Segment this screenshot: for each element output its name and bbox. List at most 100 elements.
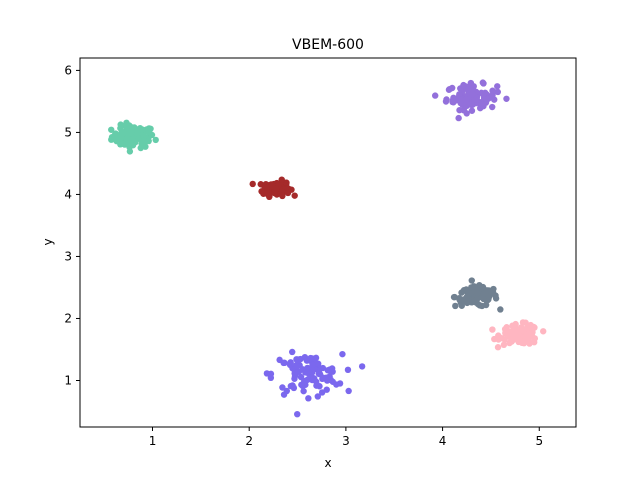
cluster-6-point: [291, 370, 298, 377]
y-tick-label: 5: [64, 125, 72, 139]
cluster-2-point: [266, 193, 273, 201]
cluster-1-point: [145, 128, 153, 136]
cluster-3-point: [480, 80, 487, 87]
cluster-1-point: [126, 139, 133, 147]
cluster-6-point: [297, 373, 305, 381]
cluster-4-point: [474, 289, 481, 297]
cluster-1-point: [139, 126, 146, 133]
cluster-2-point: [284, 189, 292, 197]
cluster-4-point: [472, 297, 479, 305]
cluster-6-point: [286, 361, 294, 369]
cluster-1-point: [108, 126, 115, 133]
cluster-2-point: [258, 188, 265, 195]
cluster-6-point: [323, 374, 330, 381]
cluster-3-point: [443, 96, 450, 103]
y-axis-ticks: 1 2 3 4 5 6: [64, 63, 80, 387]
cluster-2-point: [278, 176, 285, 183]
cluster-5-point: [494, 344, 502, 351]
cluster-3-point: [480, 91, 487, 98]
cluster-3-point: [469, 90, 476, 98]
cluster-2-point: [291, 192, 298, 199]
cluster-6-point: [329, 368, 336, 375]
cluster-3-point: [488, 92, 496, 100]
x-axis-label: x: [324, 456, 331, 470]
cluster-1-point: [117, 121, 124, 128]
chart-title: VBEM-600: [292, 37, 364, 53]
cluster-5-point: [520, 340, 528, 347]
cluster-1-point: [134, 127, 141, 135]
cluster-3-point: [432, 92, 439, 99]
cluster-2-point: [249, 180, 256, 188]
cluster-6-point: [312, 354, 320, 362]
y-tick-label: 3: [64, 249, 72, 263]
cluster-3-point: [468, 107, 476, 114]
cluster-3-point: [503, 95, 510, 102]
cluster-6-point: [289, 348, 296, 356]
x-tick-label: 3: [342, 434, 350, 448]
cluster-4-point: [452, 302, 459, 310]
cluster-3-point: [455, 114, 462, 122]
cluster-3-point: [466, 101, 473, 108]
cluster-3-point: [458, 96, 465, 104]
cluster-3-point: [463, 96, 470, 103]
cluster-3-point: [446, 86, 453, 93]
cluster-3-point: [494, 83, 501, 90]
cluster-6-point: [313, 382, 320, 389]
cluster-5-point: [489, 326, 496, 333]
cluster-6-point: [305, 395, 312, 402]
cluster-2-point: [279, 192, 286, 200]
x-axis-ticks: 1 2 3 4 5: [149, 427, 543, 448]
cluster-6-point: [358, 363, 366, 370]
cluster-4-point: [480, 295, 487, 302]
y-axis-label: y: [41, 238, 55, 245]
cluster-6-point: [305, 368, 312, 376]
cluster-5-point: [529, 329, 536, 336]
cluster-5-point: [523, 331, 531, 338]
cluster-3-point: [480, 102, 487, 110]
cluster-6-point: [283, 387, 290, 395]
cluster-6-point: [314, 393, 321, 400]
cluster-1-point: [117, 134, 125, 141]
cluster-6-point: [318, 389, 326, 396]
cluster-5-point: [510, 333, 518, 340]
cluster-1-point: [120, 129, 127, 136]
cluster-3-point: [460, 81, 467, 89]
y-tick-label: 2: [64, 311, 72, 325]
cluster-6-point: [309, 361, 316, 369]
cluster-4-point: [450, 293, 458, 301]
y-tick-label: 6: [64, 63, 72, 77]
x-tick-label: 4: [439, 434, 447, 448]
cluster-4-point: [468, 284, 475, 291]
cluster-6-point: [280, 359, 287, 367]
plot-frame: [79, 57, 577, 428]
cluster-6-point: [344, 366, 352, 374]
cluster-1-point: [141, 137, 148, 144]
cluster-5-point: [540, 328, 547, 335]
cluster-4-point: [489, 289, 497, 296]
cluster-6-point: [293, 363, 301, 370]
cluster-1-point: [152, 136, 159, 144]
cluster-6-point: [336, 380, 344, 387]
y-tick-label: 1: [64, 373, 72, 387]
cluster-6-point: [300, 387, 307, 395]
cluster-2-point: [263, 184, 271, 191]
cluster-6-point: [279, 384, 286, 391]
y-tick-label: 4: [64, 187, 72, 201]
cluster-6-point: [287, 382, 295, 390]
cluster-4-point: [466, 289, 473, 297]
cluster-4-point: [497, 306, 504, 313]
cluster-4-point: [480, 290, 488, 297]
cluster-6-point: [307, 354, 314, 362]
cluster-5-point: [500, 341, 508, 349]
cluster-4-point: [458, 289, 465, 296]
cluster-6-point: [329, 378, 336, 385]
cluster-6-point: [339, 350, 346, 358]
cluster-5-point: [501, 325, 509, 333]
cluster-6-point: [294, 410, 301, 418]
cluster-6-point: [345, 387, 352, 395]
cluster-3-point: [489, 103, 496, 111]
cluster-2-point: [269, 182, 276, 190]
cluster-1-point: [113, 137, 120, 145]
